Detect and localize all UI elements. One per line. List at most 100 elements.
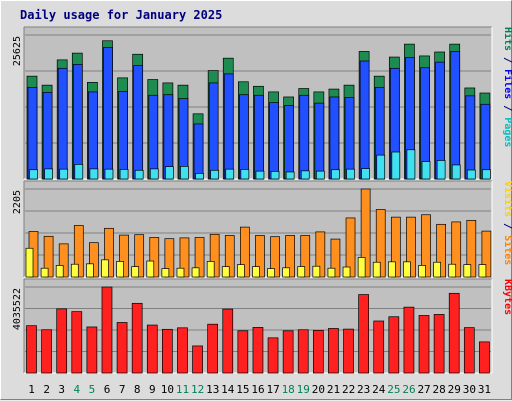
bar-kbytes-day-16 [252,327,264,374]
bar-sites-day-31 [478,264,487,278]
bar-kbytes-day-25 [388,316,400,374]
x-tick-label: 13 [206,383,219,396]
x-tick-label: 17 [266,383,279,396]
bar-visits-day-13 [209,233,220,278]
panel-middle-side-label: Visits / Sites [502,181,512,265]
bar-files-day-18 [284,105,294,180]
bar-pages-day-12 [195,173,204,180]
bar-files-day-7 [118,90,128,180]
x-tick-label: 8 [134,383,141,396]
bar-visits-day-7 [119,234,129,278]
bar-kbytes-day-12 [192,345,203,374]
bar-sites-day-5 [86,263,94,278]
bar-files-day-16 [254,94,264,180]
bar-kbytes-day-6 [101,286,113,374]
bar-kbytes-day-7 [116,322,128,374]
bar-kbytes-day-28 [433,314,445,374]
bar-sites-day-25 [387,261,396,278]
x-tick-label: 5 [89,383,96,396]
bar-sites-day-19 [297,266,306,278]
x-tick-label: 19 [297,383,310,396]
bar-visits-day-19 [300,235,311,278]
bar-sites-day-7 [116,261,124,278]
x-tick-label: 30 [463,383,476,396]
bar-sites-day-26 [403,261,411,278]
bar-kbytes-day-14 [222,308,234,374]
x-tick-label: 7 [119,383,126,396]
bar-pages-day-9 [149,168,159,180]
bar-sites-day-27 [418,265,426,278]
bar-files-day-15 [239,94,249,180]
bar-pages-day-16 [255,170,265,180]
bar-sites-day-2 [40,267,49,278]
bar-files-day-4 [72,64,83,180]
bar-files-day-6 [103,47,113,180]
x-tick-label: 14 [221,383,235,396]
bar-kbytes-day-3 [56,308,68,374]
bar-kbytes-day-31 [479,341,490,374]
bar-pages-day-24 [376,154,386,180]
bar-files-day-3 [57,67,68,180]
x-tick-label: 6 [104,383,111,396]
bar-sites-day-17 [267,268,275,278]
x-tick-label: 18 [282,383,295,396]
side-label-part: Visits [502,181,512,217]
x-tick-label: 10 [161,383,174,396]
bar-pages-day-1 [29,169,38,180]
bar-visits-day-29 [451,221,462,278]
bar-visits-day-2 [43,235,54,278]
bar-files-day-1 [27,87,38,180]
bar-sites-day-22 [342,266,351,278]
x-tick-label: 1 [28,383,35,396]
bar-files-day-8 [133,65,144,180]
bar-kbytes-day-11 [177,327,188,374]
bar-sites-day-12 [191,267,200,278]
bar-kbytes-day-8 [131,302,143,374]
x-tick-label: 4 [74,383,81,396]
bar-pages-day-3 [59,168,69,180]
bar-visits-day-28 [436,223,446,278]
panel-middle: 2205 Visits / Sites [12,180,512,278]
bar-files-day-17 [269,102,279,180]
bar-pages-day-26 [406,149,416,180]
bar-pages-day-11 [180,166,189,180]
bar-pages-day-28 [436,160,446,180]
bar-sites-day-21 [327,267,336,278]
bar-kbytes-day-26 [403,306,415,374]
bar-files-day-12 [193,123,204,180]
bar-pages-day-13 [210,169,220,180]
x-tick-label: 25 [387,383,400,396]
bar-visits-day-24 [375,209,386,278]
x-tick-label: 29 [448,383,461,396]
x-tick-label: 11 [176,383,189,396]
bar-visits-day-23 [360,188,371,278]
x-tick-label: 31 [478,383,491,396]
bar-kbytes-day-5 [86,326,98,374]
bar-kbytes-day-13 [207,323,219,374]
bar-pages-day-5 [89,168,99,180]
bar-visits-day-15 [240,226,250,278]
bar-sites-day-16 [252,266,260,278]
bar-pages-day-10 [165,166,174,180]
bar-pages-day-29 [451,164,461,180]
bar-pages-day-6 [104,168,114,180]
bar-kbytes-day-22 [343,328,354,374]
bar-visits-day-8 [134,234,145,278]
bar-sites-day-14 [221,266,230,278]
side-label-part: Sites [502,235,512,265]
chart-title: Daily usage for January 2025 [20,8,222,22]
bar-sites-day-6 [101,259,109,278]
panel-top: 25625 Hits / Files / Pages [12,26,512,180]
bar-pages-day-17 [270,171,280,180]
x-tick-label: 15 [236,383,249,396]
bar-files-day-22 [344,97,355,180]
bar-pages-day-23 [361,168,370,180]
bar-visits-day-16 [255,235,265,278]
side-label-part: Files [502,69,512,99]
bar-files-day-21 [329,96,340,180]
bar-sites-day-28 [433,261,441,278]
bar-kbytes-day-15 [237,330,249,374]
bar-visits-day-12 [194,237,205,278]
x-tick-label: 24 [372,383,386,396]
